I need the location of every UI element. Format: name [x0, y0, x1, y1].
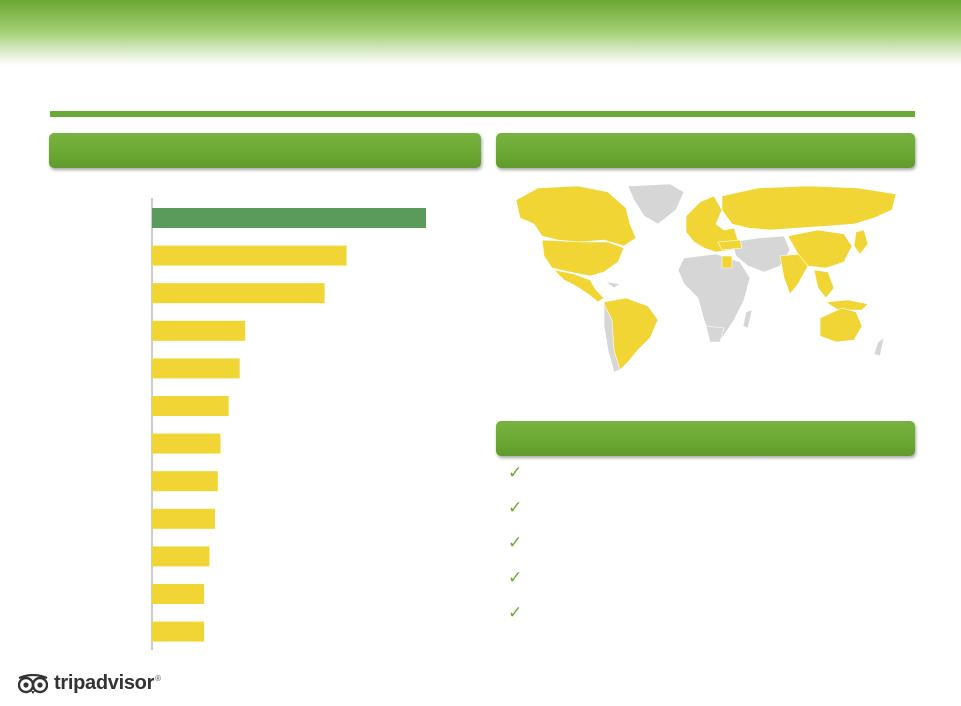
map-region-africa [677, 253, 751, 341]
owl-eyes-icon [18, 673, 48, 694]
map-region-indonesia [825, 299, 869, 311]
checkmark-icon: ✓ [508, 568, 523, 587]
checklist-item: ✓ [508, 463, 908, 498]
bar-group [152, 208, 426, 642]
bar-4 [152, 358, 240, 379]
map-region-mexico [553, 269, 605, 303]
list-panel-header [496, 421, 915, 456]
map-region-middle-east [731, 235, 791, 273]
map-region-europe [685, 195, 739, 253]
bar-9 [152, 546, 210, 567]
map-region-turkey [717, 239, 743, 251]
world-map-svg [515, 183, 897, 373]
map-region-japan [853, 229, 869, 255]
map-region-australia [819, 307, 863, 343]
registered-mark: ® [155, 674, 161, 684]
map-region-greenland [627, 183, 685, 225]
title-band [0, 0, 961, 66]
map-region-caribbean [605, 281, 621, 289]
map-region-canada [515, 185, 637, 247]
map-region-madagascar [742, 309, 753, 329]
map-region-south-america-west [603, 303, 621, 373]
checkmark-icon: ✓ [508, 463, 523, 482]
checklist-item: ✓ [508, 533, 908, 568]
bar-chart [151, 198, 426, 650]
bar-0 [152, 208, 426, 228]
checklist-item: ✓ [508, 498, 908, 533]
map-region-southeast-asia [813, 269, 835, 299]
checklist-item: ✓ [508, 603, 908, 638]
chart-panel-header [49, 133, 481, 168]
checklist: ✓ ✓ ✓ ✓ ✓ [508, 463, 908, 638]
logo-wordmark: tripadvisor® [54, 672, 161, 694]
bar-10 [152, 584, 205, 604]
bar-3 [152, 320, 246, 341]
world-map [508, 180, 904, 376]
map-region-russia [721, 185, 897, 231]
map-region-china [787, 229, 853, 269]
checkmark-icon: ✓ [508, 533, 523, 552]
map-region-new-zealand [873, 337, 885, 357]
bar-5 [152, 396, 229, 416]
map-region-egypt [721, 255, 733, 269]
bar-2 [152, 283, 325, 304]
bar-11 [152, 621, 205, 642]
tripadvisor-logo: tripadvisor® [18, 672, 161, 695]
bar-1 [152, 245, 347, 266]
bar-8 [152, 508, 215, 529]
bar-7 [152, 471, 218, 492]
map-panel-header [496, 133, 915, 168]
bar-6 [152, 433, 221, 454]
checklist-item: ✓ [508, 568, 908, 603]
map-region-usa [541, 239, 625, 277]
checkmark-icon: ✓ [508, 498, 523, 517]
map-region-south-africa [705, 325, 725, 343]
title-rule [50, 111, 915, 117]
checkmark-icon: ✓ [508, 603, 523, 622]
